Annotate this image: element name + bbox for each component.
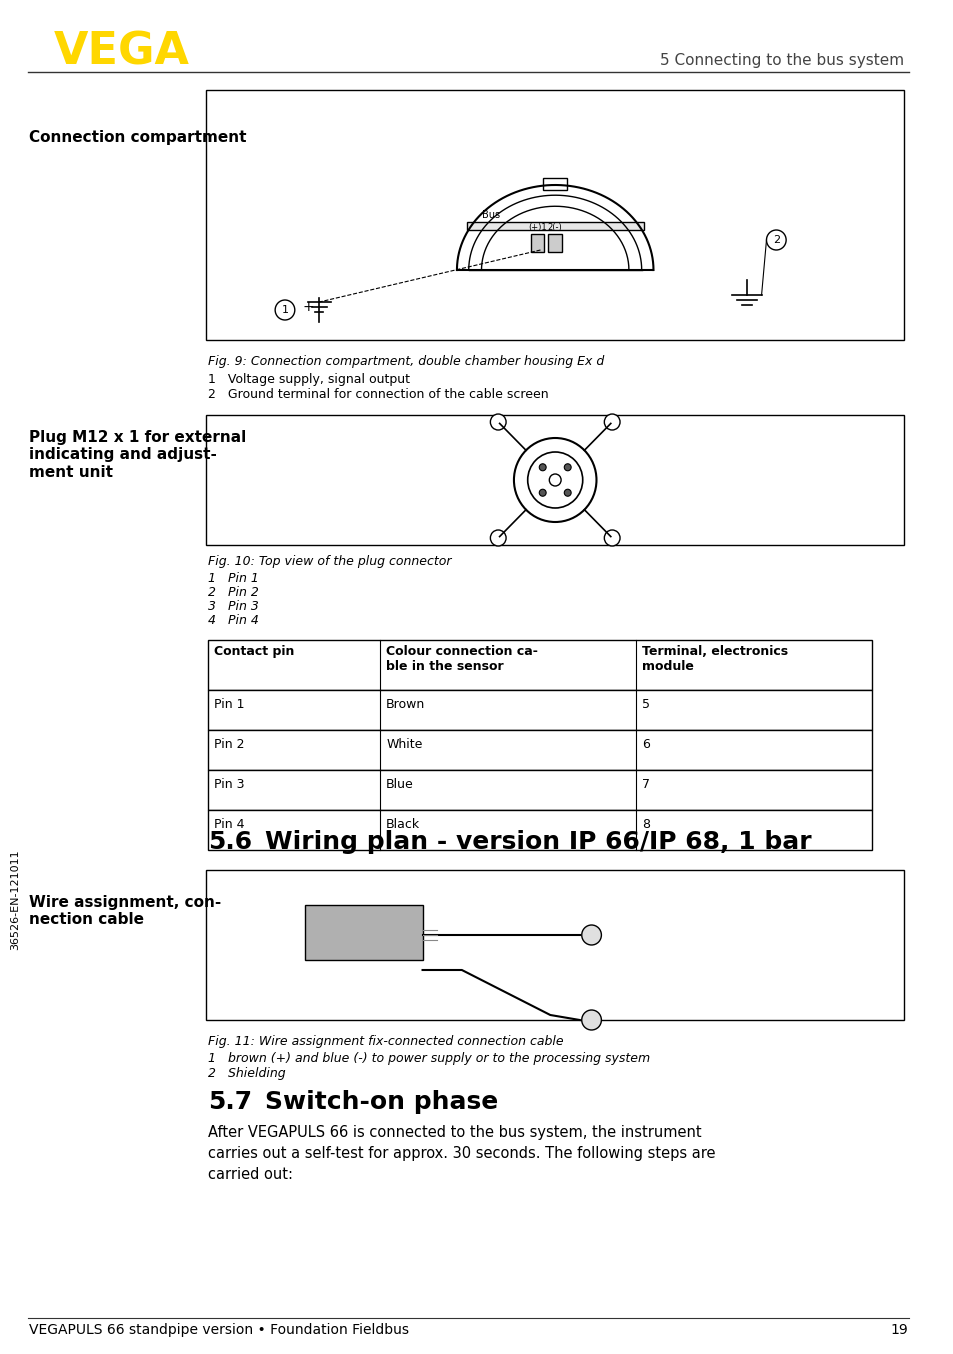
FancyBboxPatch shape: [543, 177, 566, 190]
Text: (+)1: (+)1: [528, 223, 546, 232]
Circle shape: [765, 230, 785, 250]
FancyBboxPatch shape: [208, 810, 871, 850]
Text: 36526-EN-121011: 36526-EN-121011: [10, 850, 20, 951]
Text: 8: 8: [641, 818, 649, 831]
Text: Brown: Brown: [386, 699, 425, 711]
Text: 4   Pin 4: 4 Pin 4: [208, 613, 259, 627]
Text: Pin 3: Pin 3: [214, 779, 245, 791]
Text: 1   Voltage supply, signal output: 1 Voltage supply, signal output: [208, 372, 410, 386]
Text: Blue: Blue: [386, 779, 414, 791]
Circle shape: [563, 489, 571, 496]
Circle shape: [549, 474, 560, 486]
Text: VEGAPULS 66 standpipe version • Foundation Fieldbus: VEGAPULS 66 standpipe version • Foundati…: [30, 1323, 409, 1336]
Circle shape: [490, 414, 505, 431]
FancyBboxPatch shape: [206, 414, 903, 546]
Circle shape: [563, 464, 571, 471]
Text: 1: 1: [281, 305, 288, 315]
Circle shape: [274, 301, 294, 320]
Circle shape: [603, 414, 619, 431]
Text: 5: 5: [641, 699, 649, 711]
Text: Plug M12 x 1 for external
indicating and adjust-
ment unit: Plug M12 x 1 for external indicating and…: [30, 431, 247, 479]
Circle shape: [581, 1010, 600, 1030]
Text: +: +: [302, 301, 314, 314]
Text: 6: 6: [641, 738, 649, 751]
FancyBboxPatch shape: [208, 730, 871, 770]
Text: Terminal, electronics
module: Terminal, electronics module: [641, 645, 787, 673]
Text: White: White: [386, 738, 422, 751]
Circle shape: [538, 489, 545, 496]
Text: Fig. 10: Top view of the plug connector: Fig. 10: Top view of the plug connector: [208, 555, 452, 567]
Text: 2   Ground terminal for connection of the cable screen: 2 Ground terminal for connection of the …: [208, 389, 548, 401]
Text: 2(-): 2(-): [547, 223, 562, 232]
Text: 5 Connecting to the bus system: 5 Connecting to the bus system: [659, 53, 903, 68]
Text: Connection compartment: Connection compartment: [30, 130, 247, 145]
Text: 2   Shielding: 2 Shielding: [208, 1067, 286, 1080]
Text: 5.7: 5.7: [208, 1090, 253, 1114]
FancyBboxPatch shape: [304, 904, 422, 960]
Text: 2   Pin 2: 2 Pin 2: [208, 586, 259, 598]
FancyBboxPatch shape: [208, 691, 871, 730]
Circle shape: [538, 464, 545, 471]
Text: 2: 2: [772, 236, 779, 245]
Text: Wiring plan - version IP 66/IP 68, 1 bar: Wiring plan - version IP 66/IP 68, 1 bar: [265, 830, 811, 854]
Text: 3   Pin 3: 3 Pin 3: [208, 600, 259, 613]
Text: Bus: Bus: [481, 210, 499, 219]
Text: Fig. 9: Connection compartment, double chamber housing Ex d: Fig. 9: Connection compartment, double c…: [208, 355, 604, 368]
FancyBboxPatch shape: [206, 89, 903, 340]
Text: VEGA: VEGA: [54, 31, 190, 73]
FancyBboxPatch shape: [548, 234, 561, 252]
Text: After VEGAPULS 66 is connected to the bus system, the instrument
carries out a s: After VEGAPULS 66 is connected to the bu…: [208, 1125, 715, 1182]
FancyBboxPatch shape: [208, 770, 871, 810]
Circle shape: [581, 925, 600, 945]
Text: Colour connection ca-
ble in the sensor: Colour connection ca- ble in the sensor: [386, 645, 537, 673]
Circle shape: [603, 529, 619, 546]
Circle shape: [490, 529, 505, 546]
Text: Contact pin: Contact pin: [214, 645, 294, 658]
Text: Wire assignment, con-
nection cable: Wire assignment, con- nection cable: [30, 895, 221, 927]
Text: Pin 1: Pin 1: [214, 699, 245, 711]
Text: 7: 7: [641, 779, 649, 791]
Circle shape: [514, 437, 596, 523]
Circle shape: [527, 452, 582, 508]
Text: Fig. 11: Wire assignment fix-connected connection cable: Fig. 11: Wire assignment fix-connected c…: [208, 1034, 563, 1048]
FancyBboxPatch shape: [206, 871, 903, 1020]
Text: Switch-on phase: Switch-on phase: [265, 1090, 498, 1114]
Text: 1   Pin 1: 1 Pin 1: [208, 571, 259, 585]
Text: Pin 4: Pin 4: [214, 818, 245, 831]
Text: 19: 19: [889, 1323, 907, 1336]
FancyBboxPatch shape: [208, 640, 871, 691]
FancyBboxPatch shape: [466, 222, 643, 230]
Text: Pin 2: Pin 2: [214, 738, 245, 751]
Text: 1   brown (+) and blue (-) to power supply or to the processing system: 1 brown (+) and blue (-) to power supply…: [208, 1052, 650, 1066]
Text: Black: Black: [386, 818, 420, 831]
FancyBboxPatch shape: [530, 234, 544, 252]
Text: 5.6: 5.6: [208, 830, 253, 854]
